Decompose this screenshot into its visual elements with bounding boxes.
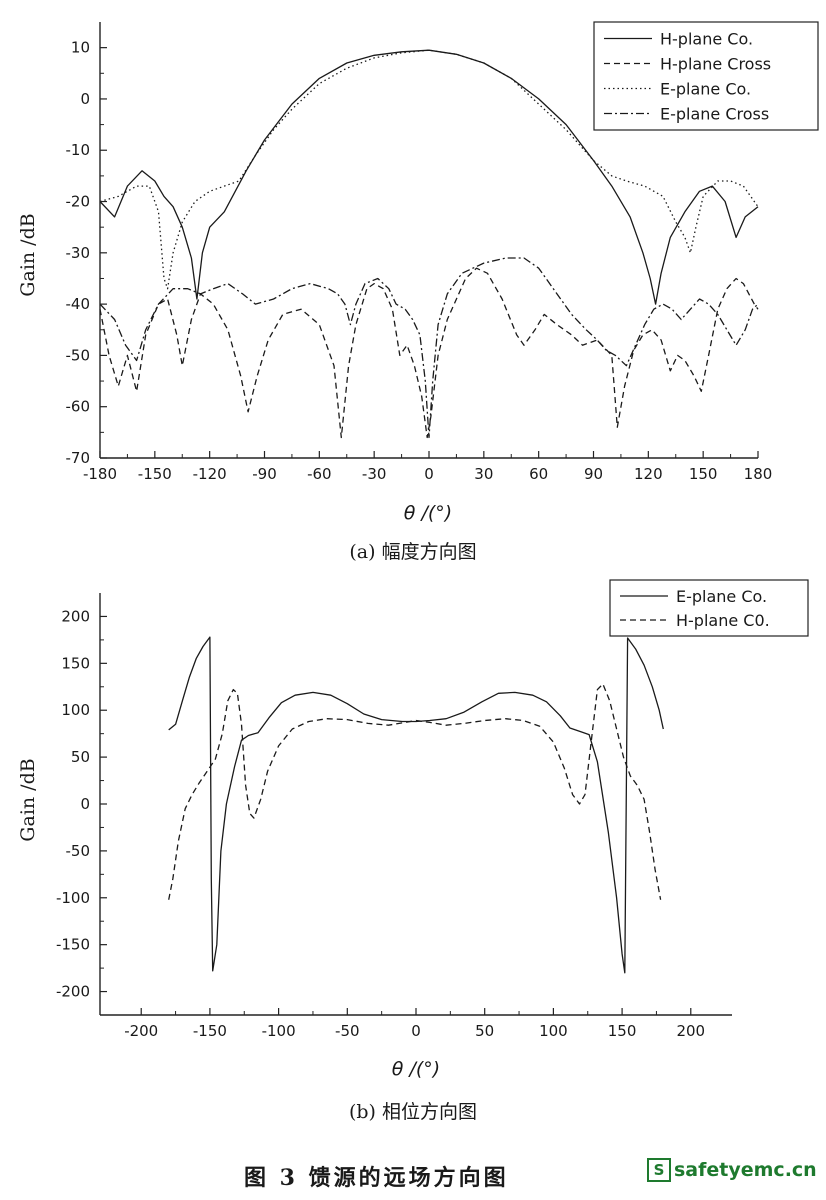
b-legend: E-plane Co. H-plane C0.: [609, 579, 809, 637]
a-x-tick-label: -120: [193, 465, 227, 483]
a-x-tick-label: -90: [252, 465, 277, 483]
a-series-line: [99, 257, 759, 439]
b-x-tick-label: 0: [411, 1022, 421, 1040]
a-x-tick-label: -30: [362, 465, 387, 483]
watermark: S safetyemc.cn: [647, 1158, 817, 1182]
b-legend-box: [609, 579, 809, 637]
a-y-tick-label: -60: [66, 398, 91, 416]
a-y-tick-label: -70: [66, 449, 91, 467]
a-x-tick-label: 120: [634, 465, 663, 483]
a-x-tick-label: 0: [424, 465, 434, 483]
a-series-line: [99, 267, 759, 439]
b-y-tick-label: 200: [61, 607, 90, 625]
watermark-logo-icon: S: [647, 1158, 671, 1182]
a-legend: H-plane Co. H-plane Cross E-plane Co. E-pla…: [593, 21, 819, 131]
b-x-tick-label: 150: [608, 1022, 637, 1040]
a-x-tick-label: 90: [584, 465, 603, 483]
b-x-tick-label: -100: [262, 1022, 296, 1040]
a-y-axis-label: Gain /dB: [17, 213, 39, 296]
a-legend-label: E-plane Cross: [660, 105, 769, 124]
b-x-tick-label: 100: [539, 1022, 568, 1040]
b-y-axis-label: Gain /dB: [17, 758, 39, 841]
a-x-tick-label: 60: [529, 465, 548, 483]
b-y-tick-label: -50: [66, 842, 91, 860]
b-x-axis-label: θ /(°): [392, 1058, 440, 1080]
phase-chart: -200 -150 -100 -50 0 50 100 150 200 -200 -150 -100 -…: [17, 579, 809, 1080]
b-x-tick-label: 200: [676, 1022, 705, 1040]
a-x-tick-label: 150: [689, 465, 718, 483]
b-y-tick-label: 150: [61, 654, 90, 672]
caption-a: (a) 幅度方向图: [349, 541, 477, 563]
b-series-line: [168, 683, 662, 900]
b-x-tick-label: 50: [475, 1022, 494, 1040]
a-x-axis-label: θ /(°): [404, 502, 452, 524]
a-y-tick-label: 10: [71, 39, 90, 57]
a-y-tick-label: 0: [80, 90, 90, 108]
b-x-tick-label: -150: [193, 1022, 227, 1040]
b-y-tick-label: 100: [61, 701, 90, 719]
watermark-text: safetyemc.cn: [674, 1159, 817, 1181]
a-legend-box: [593, 21, 819, 131]
caption-b: (b) 相位方向图: [348, 1101, 478, 1123]
a-x-tick-label: -60: [307, 465, 332, 483]
a-y-tick-label: -40: [66, 295, 91, 313]
b-legend-label: E-plane Co.: [676, 587, 767, 606]
a-y-tick-label: -20: [66, 193, 91, 211]
a-x-tick-label: -150: [138, 465, 172, 483]
figure-title: 图 3 馈源的远场方向图: [244, 1165, 509, 1191]
b-legend-label: H-plane C0.: [676, 611, 770, 630]
b-x-tick-label: -50: [335, 1022, 360, 1040]
b-y-tick-label: 50: [71, 748, 90, 766]
a-legend-label: E-plane Co.: [660, 80, 751, 99]
a-legend-label: H-plane Cross: [660, 55, 771, 74]
amplitude-chart: -180 -150 -120 -90 -60 -30 0 30 60 90 120 150 180 -70…: [17, 21, 819, 524]
b-y-tick-label: 0: [80, 795, 90, 813]
a-y-tick-label: -50: [66, 346, 91, 364]
a-x-tick-label: 30: [474, 465, 493, 483]
b-series-line: [168, 636, 664, 974]
a-y-tick-label: -30: [66, 244, 91, 262]
b-x-tick-label: -200: [124, 1022, 158, 1040]
a-x-tick-label: -180: [83, 465, 117, 483]
b-y-tick-label: -200: [56, 983, 90, 1001]
a-y-tick-label: -10: [66, 141, 91, 159]
b-y-tick-label: -100: [56, 889, 90, 907]
a-legend-label: H-plane Co.: [660, 30, 753, 49]
a-series-line: [99, 49, 759, 305]
b-y-tick-label: -150: [56, 936, 90, 954]
a-x-tick-label: 180: [744, 465, 773, 483]
